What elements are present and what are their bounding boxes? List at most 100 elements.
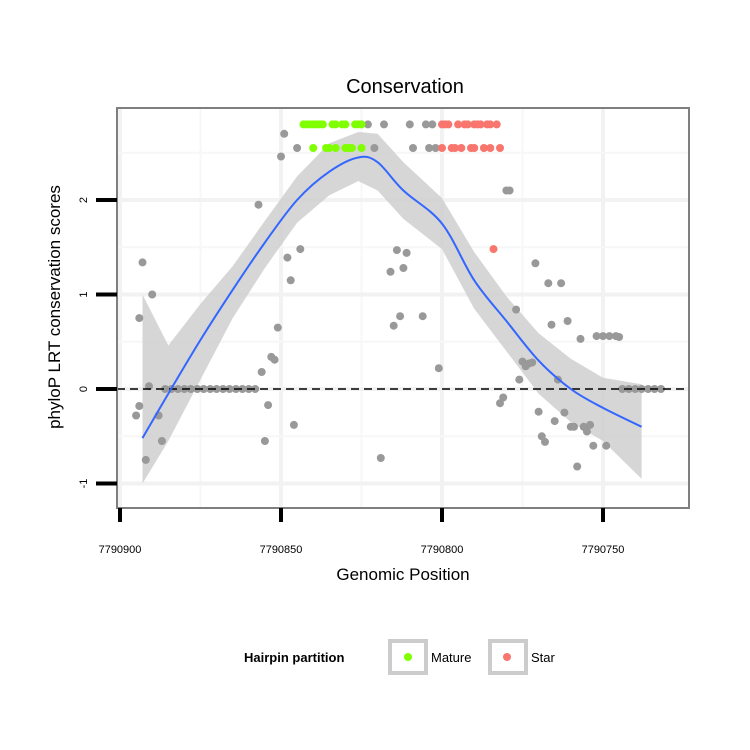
data-point-other (254, 200, 263, 209)
data-point-other (560, 408, 569, 417)
data-point-other (296, 245, 305, 254)
data-point-other (392, 246, 401, 255)
data-point-other (425, 144, 434, 152)
y-axis-title: phyloP LRT conservation scores (45, 185, 64, 429)
legend-label-mature: Mature (431, 650, 471, 665)
data-point-other (289, 420, 298, 429)
data-point-other (138, 258, 147, 267)
panel-border (116, 107, 690, 509)
x-axis: 7790900 7790850 7790800 7790750 (99, 508, 625, 556)
data-point-other (386, 267, 395, 276)
data-point-other (293, 144, 302, 152)
data-point-other (161, 385, 170, 393)
data-point-other (557, 279, 566, 288)
legend: Hairpin partition Mature Star (244, 639, 556, 675)
data-point-mature (331, 120, 340, 129)
data-point-other (370, 144, 379, 152)
legend-dot-star (503, 653, 511, 661)
data-point-other (135, 402, 144, 410)
data-point-mature (309, 144, 318, 152)
data-point-star (496, 144, 504, 152)
data-point-other (277, 152, 285, 161)
data-point-other (280, 129, 289, 138)
data-point-star (463, 120, 472, 129)
data-point-other (582, 427, 591, 436)
data-point-other (363, 120, 372, 129)
data-point-other (573, 462, 582, 471)
data-point-other (576, 334, 585, 343)
data-point-other (515, 375, 524, 384)
data-point-star (479, 144, 488, 152)
data-point-other (402, 248, 411, 257)
data-point-other (186, 385, 195, 393)
data-point-other (592, 332, 601, 341)
data-point-other (544, 279, 553, 288)
data-point-other (405, 120, 414, 129)
data-point-star (444, 120, 453, 129)
data-point-other (174, 385, 182, 393)
data-point-other (434, 364, 443, 373)
data-point-other (618, 385, 627, 393)
data-point-other (396, 312, 405, 321)
data-point-other (273, 323, 282, 332)
data-point-other (270, 355, 279, 364)
data-point-other (599, 332, 607, 341)
scatter-points-layer (132, 120, 665, 471)
y-tick-label: 0 (78, 386, 90, 392)
data-point-other (570, 422, 578, 431)
data-point-other (389, 321, 398, 330)
data-point-mature (347, 144, 356, 152)
data-point-other (132, 411, 141, 420)
data-point-other (157, 437, 166, 445)
legend-dot-mature (404, 653, 412, 661)
x-tick-label: 7790750 (582, 544, 625, 556)
data-point-other (589, 441, 598, 450)
data-point-star (454, 120, 463, 129)
data-point-other (602, 441, 611, 450)
data-point-star (470, 144, 479, 152)
data-point-other (135, 314, 144, 323)
data-point-other (376, 454, 385, 462)
data-point-other (605, 332, 614, 341)
chart-title: Conservation (346, 76, 464, 98)
data-point-star (492, 120, 501, 129)
data-point-other (563, 317, 572, 325)
data-point-other (615, 333, 624, 341)
data-point-mature (357, 120, 366, 129)
data-point-mature (341, 120, 350, 129)
data-point-other (251, 385, 260, 393)
y-tick-label: -1 (78, 479, 90, 489)
data-point-other (421, 120, 430, 129)
y-tick-label: 1 (78, 291, 90, 297)
data-point-other (225, 385, 234, 393)
data-point-other (534, 407, 543, 416)
data-point-other (257, 368, 266, 376)
legend-title: Hairpin partition (244, 650, 344, 665)
data-point-other (409, 144, 417, 152)
data-point-other (380, 120, 388, 129)
data-point-other (238, 385, 247, 393)
data-point-other (428, 120, 437, 129)
data-point-other (399, 264, 408, 272)
x-tick-label: 7790900 (99, 544, 142, 556)
data-point-star (486, 120, 495, 129)
data-point-other (283, 253, 292, 262)
data-point-other (418, 312, 427, 321)
data-point-star (486, 144, 495, 152)
data-point-mature (357, 144, 366, 152)
confidence-band (142, 132, 642, 484)
data-point-other (212, 385, 221, 393)
legend-label-star: Star (531, 650, 556, 665)
data-point-other (499, 393, 508, 402)
data-point-mature (331, 144, 340, 152)
data-point-other (644, 385, 653, 393)
data-point-other (148, 290, 157, 299)
data-point-mature (318, 120, 327, 129)
data-point-other (631, 385, 640, 393)
data-point-other (141, 455, 150, 464)
data-point-other (657, 385, 665, 393)
data-point-star (450, 144, 459, 152)
y-axis: -1 0 1 2 (78, 197, 117, 488)
x-axis-title: Genomic Position (336, 565, 469, 584)
